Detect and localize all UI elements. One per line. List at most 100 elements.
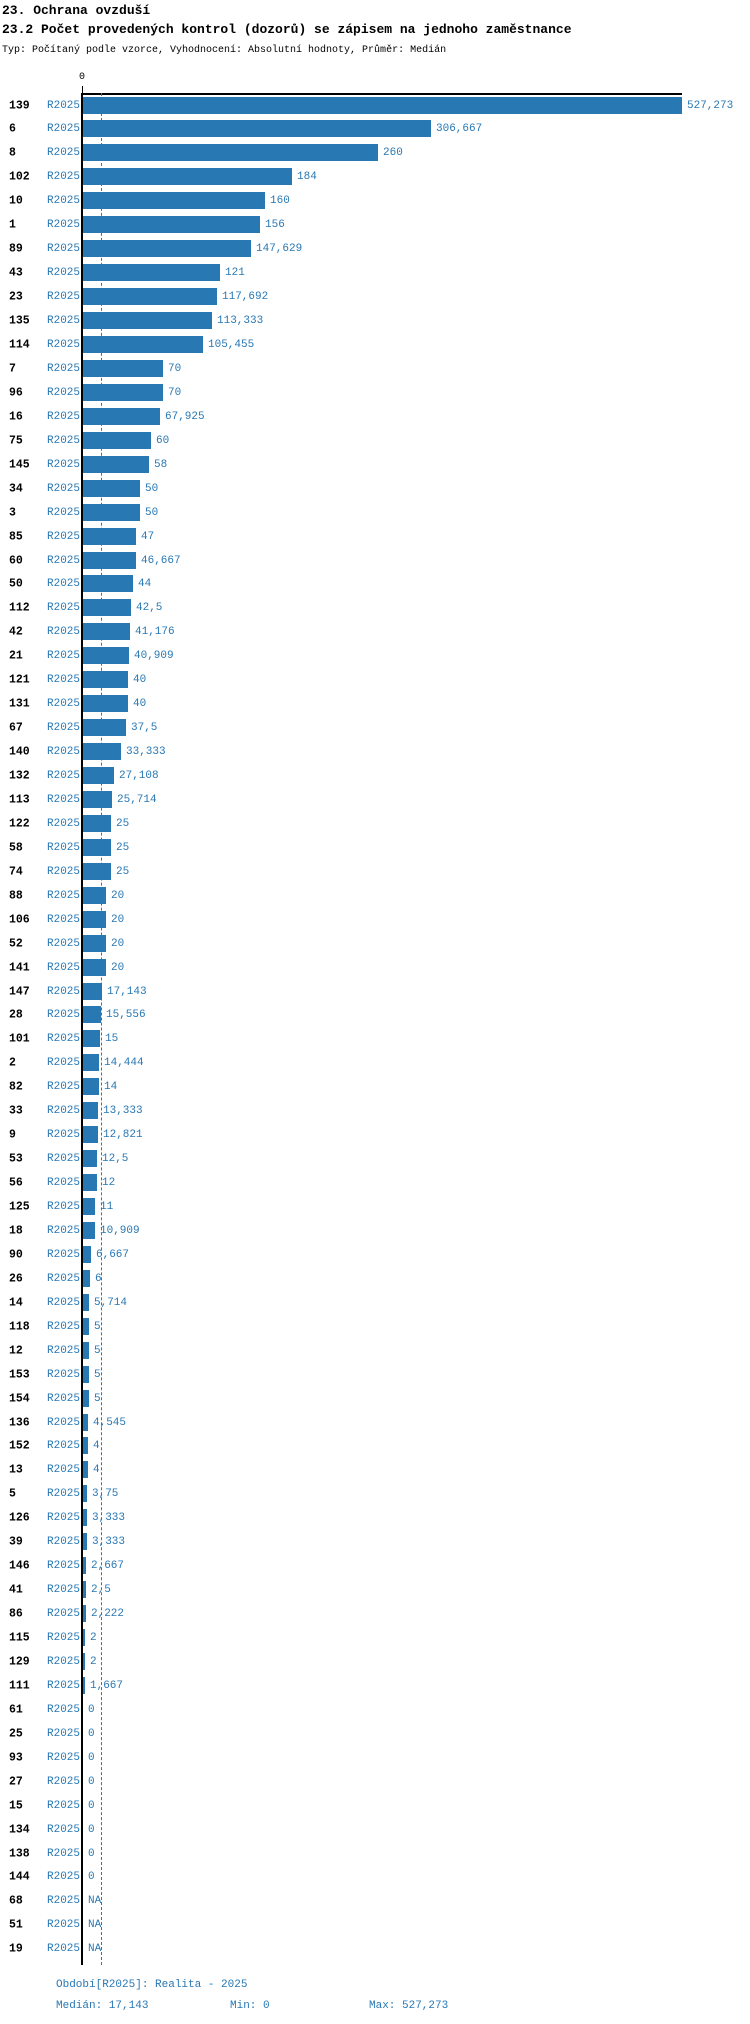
bar[interactable]	[83, 1509, 87, 1527]
bar[interactable]	[83, 1413, 88, 1431]
row-series-label: R2025	[47, 937, 81, 950]
bar[interactable]	[83, 455, 149, 473]
row-series-label: R2025	[47, 1632, 81, 1644]
bar[interactable]	[83, 431, 151, 449]
bar[interactable]	[83, 1605, 86, 1622]
bar[interactable]	[83, 671, 128, 689]
bar[interactable]	[83, 1341, 89, 1359]
bar[interactable]	[83, 958, 106, 976]
bar-value-label: 2,5	[91, 1584, 111, 1597]
row-id-label: 39	[9, 1535, 23, 1549]
bar[interactable]	[83, 575, 133, 593]
bar-value-label: 41,176	[135, 626, 175, 639]
bar[interactable]	[83, 1126, 98, 1144]
bar[interactable]	[83, 120, 431, 138]
bar[interactable]	[83, 96, 682, 114]
bar[interactable]	[83, 767, 114, 784]
row-series-label: R2025	[47, 1177, 81, 1189]
bar[interactable]	[83, 934, 106, 952]
bar[interactable]	[83, 503, 140, 521]
row-series-label: R2025	[47, 1871, 81, 1884]
row-id-label: 101	[9, 1032, 30, 1046]
row-series-label: R2025	[47, 1512, 81, 1525]
bar[interactable]	[83, 192, 265, 210]
bar[interactable]	[83, 1245, 91, 1263]
bar-row: 13 R2025 4	[0, 1458, 750, 1482]
row-id-label: 152	[9, 1439, 30, 1453]
row-series-label: R2025	[47, 1153, 81, 1166]
bar-value-label: 60	[156, 434, 170, 447]
bar[interactable]	[83, 623, 130, 641]
bar[interactable]	[83, 886, 106, 904]
bar[interactable]	[83, 743, 121, 760]
bar[interactable]	[83, 168, 292, 186]
bar[interactable]	[83, 790, 112, 808]
bar-value-label: 13,333	[103, 1105, 143, 1118]
bar[interactable]	[83, 1461, 88, 1479]
bar-value-label: 4	[93, 1440, 100, 1453]
bar-value-label: 40	[133, 674, 147, 687]
bar[interactable]	[83, 1269, 90, 1287]
bar[interactable]	[83, 1078, 99, 1096]
bar-value-label: 46,667	[141, 554, 181, 567]
bar[interactable]	[83, 1365, 89, 1383]
bar[interactable]	[83, 1389, 89, 1407]
bar[interactable]	[83, 1174, 97, 1191]
bar[interactable]	[83, 383, 163, 401]
bar[interactable]	[83, 1485, 87, 1503]
bar[interactable]	[83, 144, 378, 162]
row-id-label: 28	[9, 1008, 23, 1022]
row-series-label: R2025	[47, 195, 81, 208]
bar[interactable]	[83, 1557, 86, 1575]
row-id-label: 34	[9, 482, 23, 496]
bar[interactable]	[83, 1317, 89, 1335]
bar-row: 39 R2025 3,333	[0, 1530, 750, 1554]
bar[interactable]	[83, 1581, 86, 1599]
bar[interactable]	[83, 1652, 85, 1670]
bar[interactable]	[83, 479, 140, 497]
bar[interactable]	[83, 312, 212, 329]
bar[interactable]	[83, 1293, 89, 1311]
bar[interactable]	[83, 407, 160, 425]
bar[interactable]	[83, 527, 136, 545]
bar[interactable]	[83, 1437, 88, 1455]
bar[interactable]	[83, 1629, 85, 1646]
row-id-label: 112	[9, 601, 30, 615]
bar[interactable]	[83, 695, 128, 713]
bar[interactable]	[83, 814, 111, 832]
bar-value-label: 17,143	[107, 985, 147, 998]
bar-row: 68 R2025 NA	[0, 1889, 750, 1913]
row-series-label: R2025	[47, 1679, 81, 1692]
bar[interactable]	[83, 216, 260, 234]
bar[interactable]	[83, 335, 203, 353]
bar[interactable]	[83, 982, 102, 1000]
bar[interactable]	[83, 910, 106, 928]
bar[interactable]	[83, 359, 163, 377]
row-series-label: R2025	[47, 841, 81, 854]
bar[interactable]	[83, 719, 126, 737]
row-id-label: 90	[9, 1248, 23, 1262]
bar[interactable]	[83, 264, 220, 282]
bar[interactable]	[83, 1006, 101, 1024]
bar[interactable]	[83, 1533, 87, 1551]
bar-row: 153 R2025 5	[0, 1363, 750, 1387]
bar[interactable]	[83, 647, 129, 665]
bar[interactable]	[83, 1030, 100, 1048]
bar-row: 43 R2025 121	[0, 261, 750, 285]
bar[interactable]	[83, 1150, 97, 1168]
bar[interactable]	[83, 1676, 85, 1694]
bar[interactable]	[83, 240, 251, 258]
bar-row: 6 R2025 306,667	[0, 117, 750, 141]
bar-row: 8 R2025 260	[0, 141, 750, 165]
bar[interactable]	[83, 1198, 95, 1215]
bar[interactable]	[83, 599, 131, 617]
bar[interactable]	[83, 862, 111, 880]
bar[interactable]	[83, 1102, 98, 1120]
bar[interactable]	[83, 1221, 95, 1239]
bar[interactable]	[83, 551, 136, 569]
bar[interactable]	[83, 1054, 99, 1072]
bar[interactable]	[83, 838, 111, 856]
bar-row: 12 R2025 5	[0, 1339, 750, 1363]
bar-row: 114 R2025 105,455	[0, 333, 750, 357]
bar[interactable]	[83, 288, 217, 306]
